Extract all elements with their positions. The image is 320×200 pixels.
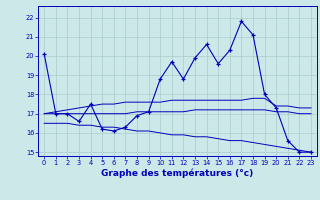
X-axis label: Graphe des températures (°c): Graphe des températures (°c) <box>101 169 254 178</box>
